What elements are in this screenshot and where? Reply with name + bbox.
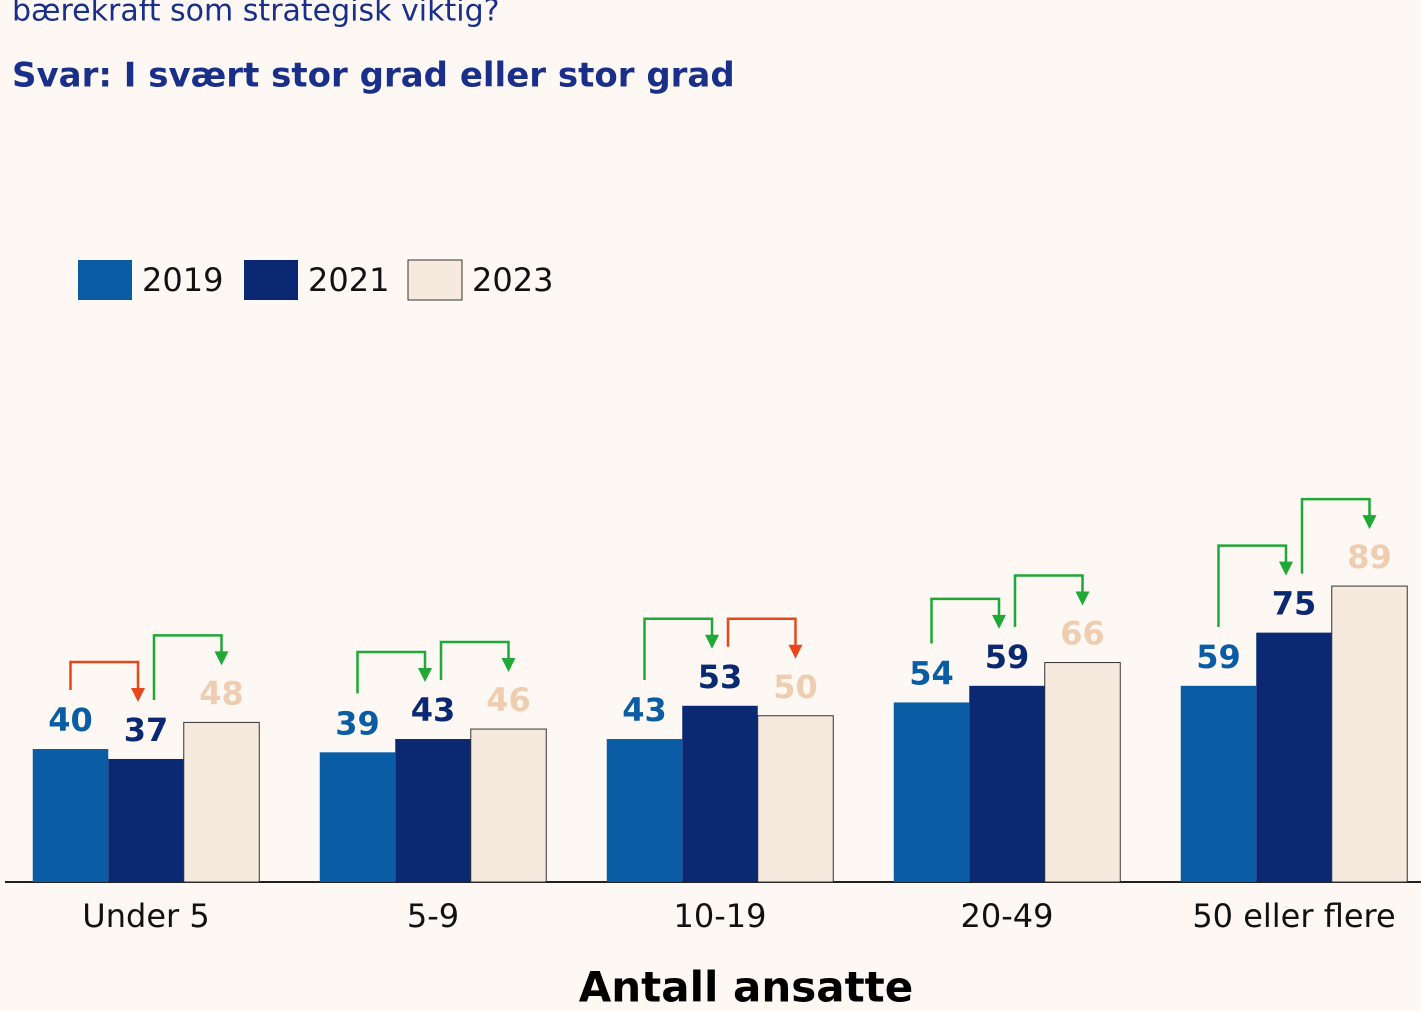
data-label: 75 [1272, 585, 1317, 623]
legend-swatch [407, 259, 463, 301]
change-arrowhead [214, 651, 229, 666]
data-label: 59 [1196, 638, 1241, 676]
change-arrow [726, 617, 797, 647]
x-tick-label: 20-49 [961, 897, 1054, 935]
legend-label: 2023 [472, 261, 553, 299]
legend-swatch [78, 260, 132, 300]
x-axis-label: Antall ansatte [579, 963, 913, 1011]
bar [757, 715, 834, 883]
change-arrowhead [1075, 591, 1090, 606]
change-arrow [356, 650, 427, 694]
bar [108, 758, 184, 882]
change-arrowhead [501, 658, 516, 673]
bar [32, 749, 109, 882]
data-label: 66 [1060, 615, 1105, 653]
bar [1256, 632, 1332, 882]
data-label: 48 [199, 674, 244, 712]
bar [319, 752, 396, 882]
change-arrowhead [788, 644, 803, 659]
data-label: 54 [909, 654, 954, 692]
change-arrowhead [1279, 561, 1293, 576]
chart-title: bærekraft som strategisk viktig? [12, 0, 500, 29]
x-tick-label: Under 5 [82, 897, 209, 935]
legend-swatch [244, 260, 298, 300]
chart-subtitle: Svar: I svært stor grad eller stor grad [12, 56, 735, 96]
data-label: 50 [773, 668, 818, 706]
change-arrowhead [131, 687, 145, 702]
bar [1180, 685, 1257, 882]
bar [682, 705, 758, 882]
x-tick-label: 10-19 [674, 897, 767, 935]
data-label: 37 [124, 711, 169, 749]
change-arrow [930, 597, 1001, 644]
legend-label: 2021 [308, 261, 389, 299]
x-tick-label: 5-9 [407, 897, 459, 935]
change-arrowhead [1362, 515, 1377, 530]
change-arrow [439, 640, 510, 681]
change-arrowhead [992, 614, 1006, 629]
change-arrowhead [418, 668, 432, 683]
bar [395, 739, 471, 882]
data-label: 40 [48, 701, 93, 739]
data-label: 43 [411, 691, 456, 729]
bar [1044, 662, 1121, 883]
data-label: 43 [622, 691, 667, 729]
bar [893, 702, 970, 882]
data-label: 46 [486, 681, 531, 719]
change-arrow [69, 660, 140, 690]
bar [606, 739, 683, 882]
change-arrow [1217, 544, 1288, 627]
bar [183, 721, 260, 883]
bar [470, 728, 547, 883]
legend-label: 2019 [142, 261, 223, 299]
change-arrow [1013, 574, 1084, 627]
change-arrow [643, 617, 714, 681]
data-label: 39 [335, 704, 380, 742]
x-tick-label: 50 eller flere [1192, 897, 1395, 935]
bar [1331, 585, 1408, 883]
change-arrow [1300, 497, 1371, 574]
data-label: 89 [1347, 538, 1392, 576]
change-arrow [152, 634, 223, 700]
data-label: 53 [698, 658, 743, 696]
change-arrowhead [705, 634, 719, 649]
data-label: 59 [985, 638, 1030, 676]
bar [969, 685, 1045, 882]
